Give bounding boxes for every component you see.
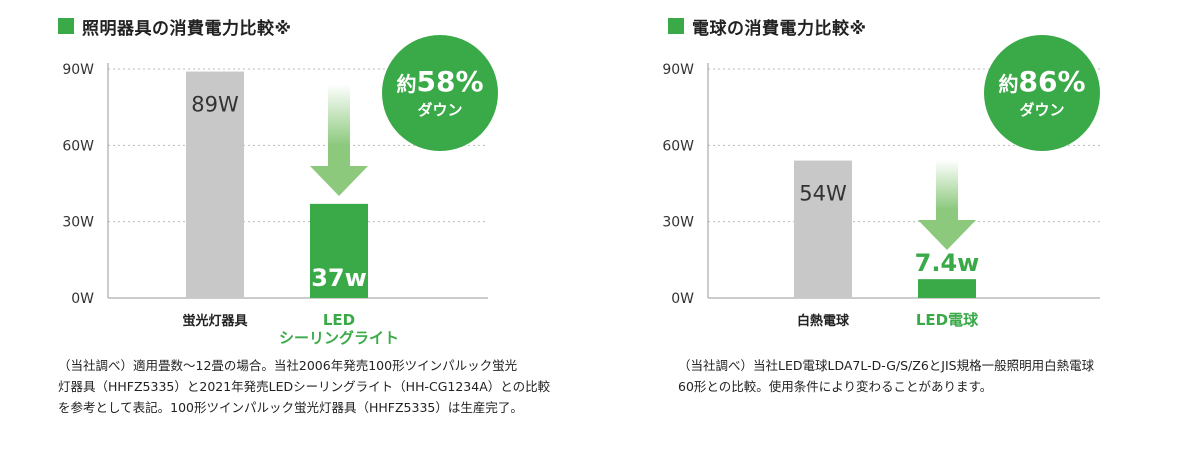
left-chart-panel: 照明器具の消費電力比較※ 0W 30W 60W 90W 89W 蛍光灯器具 37w LED シー… [0,0,560,462]
right-bar-chart: 0W 30W 60W 90W 54W 白熱電球 7.4w LED電球 約86% ダウン [662,35,1100,329]
left-chart-heading: 照明器具の消費電力比較※ [58,14,292,39]
conventional-bar [794,160,852,298]
left-chart-title: 照明器具の消費電力比較※ [82,18,292,39]
down-arrow-icon [310,84,368,196]
badge-prefix: 約 [998,72,1018,96]
badge-subtext: ダウン [1019,101,1064,119]
reduction-badge [382,35,498,151]
category-label: シーリングライト [279,329,399,347]
category-label: LED電球 [916,311,979,329]
badge-subtext: ダウン [417,101,462,119]
category-label: 蛍光灯器具 [182,313,247,329]
category-label: 白熱電球 [797,313,850,329]
y-tick-label: 90W [662,62,694,78]
conventional-bar [186,71,244,299]
left-footnote: （当社調べ）適用畳数～12畳の場合。当社2006年発売100形ツインパルック蛍光… [58,358,551,415]
right-chart-panel: 電球の消費電力比較※ 0W 30W 60W 90W 54W 白熱電球 7.4w LED電球 約8… [610,0,1170,462]
right-footnote: （当社調べ）当社LED電球LDA7L-D-G/S/Z6とJIS規格一般照明用白熱… [678,358,1095,394]
y-tick-label: 30W [662,215,694,231]
reduction-badge [984,35,1100,151]
bar-value-label: 54W [799,182,847,206]
right-chart-heading: 電球の消費電力比較※ [668,14,867,39]
bar-value-label: 7.4w [915,249,980,277]
badge-percent: 約86% [998,65,1085,98]
down-arrow-icon [918,160,976,250]
badge-percent: 約58% [396,65,483,98]
category-label: LED [323,311,355,329]
green-square-icon [668,18,684,34]
y-tick-label: 90W [62,62,94,78]
led-bar [310,203,368,298]
y-tick-label: 60W [662,138,694,154]
y-tick-label: 0W [71,291,94,307]
badge-prefix: 約 [396,72,416,96]
bar-value-label: 37w [311,264,367,292]
y-tick-label: 60W [62,138,94,154]
badge-percent-value: 58% [416,65,483,98]
y-tick-label: 0W [671,291,694,307]
led-bar [918,279,976,298]
bar-value-label: 89W [191,93,239,117]
left-bar-chart: 0W 30W 60W 90W 89W 蛍光灯器具 37w LEDシーリングライト 約58% ダウン [62,35,498,347]
right-chart-title: 電球の消費電力比較※ [692,18,867,39]
y-tick-label: 30W [62,215,94,231]
badge-percent-value: 86% [1018,65,1085,98]
green-square-icon [58,18,74,34]
